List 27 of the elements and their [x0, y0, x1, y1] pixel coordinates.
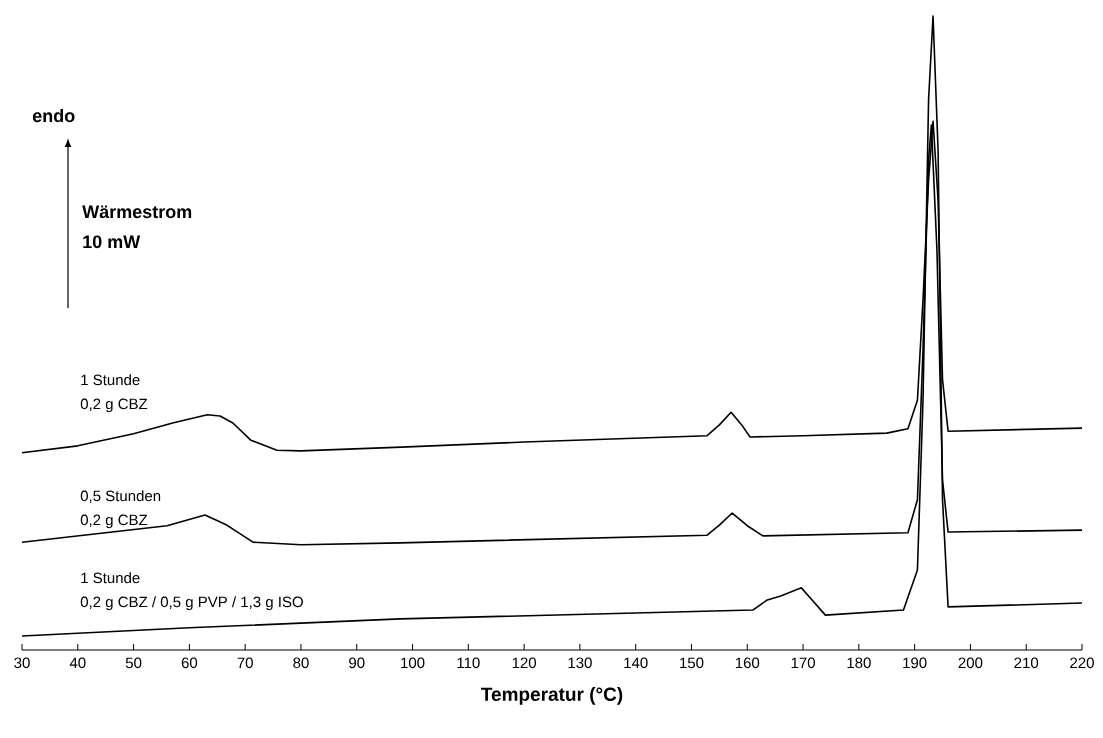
- annotation: 10 mW: [83, 235, 141, 249]
- x-tick-label: 150: [680, 657, 704, 669]
- x-axis-title: Temperatur (°C): [481, 687, 623, 705]
- x-tick-label: 30: [14, 657, 30, 669]
- x-tick-label: 60: [181, 657, 198, 669]
- x-tick-label: 80: [293, 657, 309, 669]
- x-tick-label: 210: [1014, 657, 1039, 669]
- x-tick-label: 70: [237, 657, 253, 669]
- x-tick-label: 100: [401, 657, 425, 669]
- x-tick-label: 90: [349, 657, 365, 669]
- series-label: 1 Stunde 0,2 g CBZ / 0,5 g PVP / 1,3 g ISO: [80, 572, 303, 611]
- x-tick-label: 200: [958, 657, 983, 669]
- x-tick-label: 220: [1070, 657, 1094, 669]
- x-tick-label: 120: [512, 657, 537, 669]
- x-tick-label: 140: [624, 657, 648, 669]
- x-tick-label: 40: [69, 657, 86, 669]
- x-tick-label: 50: [125, 657, 142, 669]
- annotation: endo: [32, 108, 75, 123]
- annotation: Wärmestrom: [82, 205, 192, 219]
- x-tick-label: 130: [568, 657, 592, 669]
- x-tick-label: 110: [457, 657, 480, 669]
- series-label: 1 Stunde 0,2 g CBZ: [80, 374, 148, 413]
- x-tick-label: 160: [735, 657, 760, 669]
- x-tick-label: 170: [791, 657, 815, 669]
- x-tick-label: 190: [903, 657, 927, 669]
- x-tick-label: 180: [847, 657, 871, 669]
- series-label: 0,5 Stunden 0,2 g CBZ: [80, 490, 161, 529]
